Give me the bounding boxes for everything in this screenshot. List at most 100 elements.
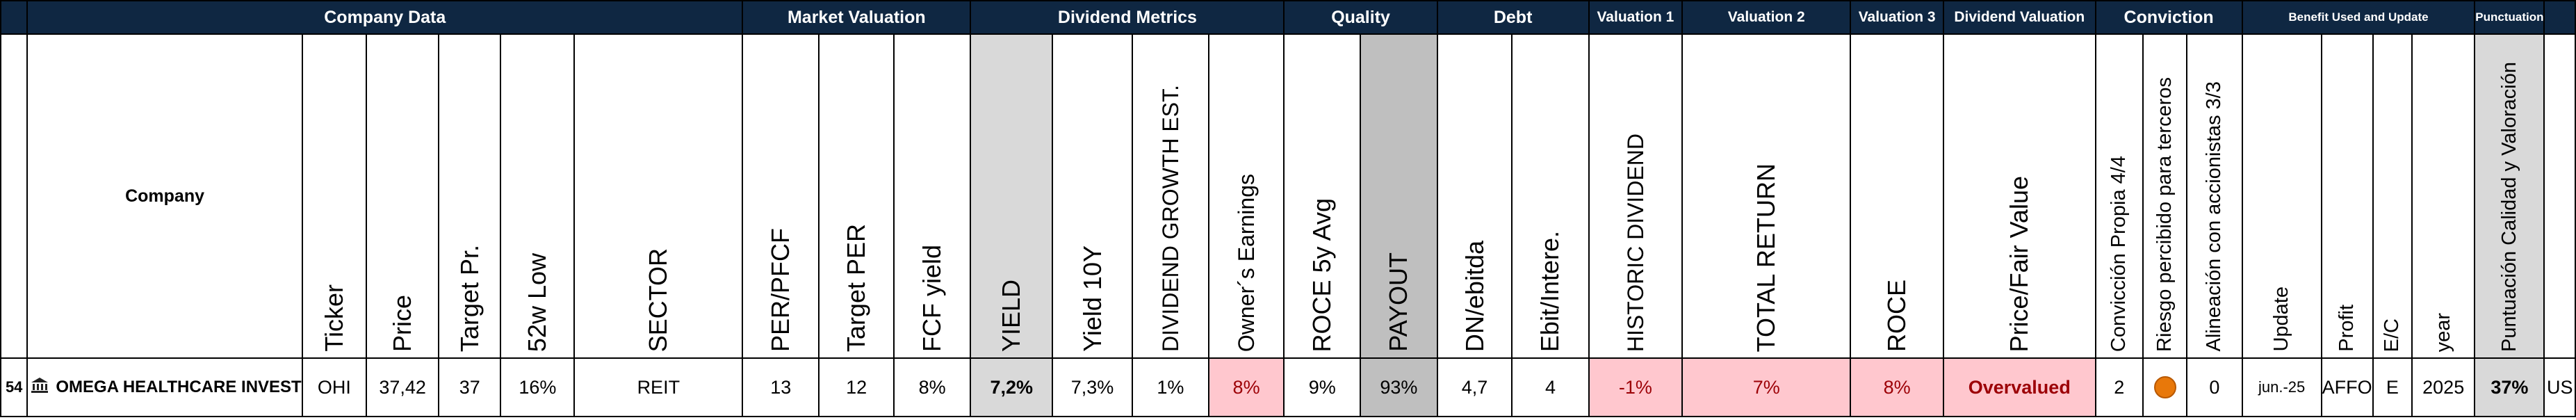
table-row[interactable]: 54 OMEGA HEALTHCARE INVEST OHI 37,42 37 … [0, 357, 2576, 417]
total-return-cell[interactable]: 7% [1681, 357, 1852, 417]
header-per-pfcf: PER/PFCF [742, 33, 820, 359]
company-cell[interactable]: OMEGA HEALTHCARE INVEST [26, 357, 303, 417]
ebit-intere-cell[interactable]: 4 [1511, 357, 1590, 417]
sector-cell[interactable]: REIT [573, 357, 744, 417]
historic-dividend-cell[interactable]: -1% [1588, 357, 1684, 417]
header-dividend-growth-label: DIVIDEND GROWTH EST. [1157, 84, 1183, 352]
header-52w-low-label: 52w Low [523, 252, 552, 352]
header-fcf-yield-label: FCF yield [918, 244, 947, 352]
puntuacion-cell[interactable]: 37% [2474, 357, 2545, 417]
fcf-yield-cell[interactable]: 8% [892, 357, 972, 417]
yield-10y-cell[interactable]: 7,3% [1052, 357, 1134, 417]
group-header-row: Company Data Market Valuation Dividend M… [0, 0, 2576, 35]
alineacion-cell[interactable]: 0 [2186, 357, 2243, 417]
row-index: 54 [0, 357, 28, 417]
header-roce-5y-label: ROCE 5y Avg [1307, 197, 1337, 352]
group-benefit-used-update: Benefit Used and Update [2241, 0, 2476, 35]
group-debt: Debt [1436, 0, 1590, 35]
header-sector: SECTOR [573, 33, 744, 359]
header-riesgo: Riesgo percibido para terceros [2142, 33, 2188, 359]
yield-cell[interactable]: 7,2% [970, 357, 1054, 417]
header-roce-label: ROCE [1882, 279, 1911, 352]
riesgo-cell[interactable] [2142, 357, 2188, 417]
target-price-cell[interactable]: 37 [438, 357, 502, 417]
group-blank-country [2543, 0, 2576, 35]
header-dn-ebitda-label: DN/ebitda [1460, 240, 1489, 352]
ticker-cell[interactable]: OHI [301, 357, 367, 417]
year-cell[interactable]: 2025 [2411, 357, 2476, 417]
header-company: Company [26, 33, 303, 359]
header-year: year [2411, 33, 2476, 359]
header-historic-dividend-label: HISTORIC DIVIDEND [1622, 133, 1648, 352]
header-year-label: year [2431, 312, 2454, 352]
header-yield-10y-label: Yield 10Y [1077, 245, 1107, 352]
country-cell[interactable]: US [2543, 357, 2576, 417]
header-puntuacion-label: Puntuación Calidad y Valoración [2497, 61, 2520, 352]
header-alineacion: Alineación con accionistas 3/3 [2186, 33, 2243, 359]
header-yield: YIELD [970, 33, 1054, 359]
group-market-valuation: Market Valuation [742, 0, 972, 35]
header-payout-label: PAYOUT [1384, 252, 1413, 352]
header-total-return-label: TOTAL RETURN [1752, 163, 1781, 352]
column-header-row: Company Ticker Price Target Pr. 52w Low … [0, 33, 2576, 359]
header-yield-label: YIELD [997, 279, 1026, 352]
header-target-per: Target PER [818, 33, 895, 359]
dn-ebitda-cell[interactable]: 4,7 [1436, 357, 1513, 417]
per-pfcf-cell[interactable]: 13 [742, 357, 820, 417]
profit-cell[interactable]: AFFO [2320, 357, 2374, 417]
ec-cell[interactable]: E [2372, 357, 2413, 417]
price-cell[interactable]: 37,42 [365, 357, 440, 417]
header-owners-earnings-label: Owner´s Earnings [1234, 173, 1260, 352]
header-historic-dividend: HISTORIC DIVIDEND [1588, 33, 1684, 359]
header-index [0, 33, 28, 359]
header-per-pfcf-label: PER/PFCF [766, 227, 795, 352]
header-price-fair-value-label: Price/Fair Value [2005, 175, 2034, 352]
header-profit-label: Profit [2335, 305, 2358, 352]
header-country [2543, 33, 2576, 359]
52w-low-cell[interactable]: 16% [500, 357, 576, 417]
header-ticker-label: Ticker [319, 284, 348, 352]
header-yield-10y: Yield 10Y [1052, 33, 1134, 359]
header-profit: Profit [2320, 33, 2374, 359]
group-valuation-3: Valuation 3 [1850, 0, 1945, 35]
header-update: Update [2241, 33, 2322, 359]
company-name: OMEGA HEALTHCARE INVEST [56, 377, 302, 396]
header-target-price: Target Pr. [438, 33, 502, 359]
group-valuation-1: Valuation 1 [1588, 0, 1684, 35]
header-sector-label: SECTOR [644, 248, 673, 352]
header-riesgo-label: Riesgo percibido para terceros [2153, 77, 2176, 352]
roce-cell[interactable]: 8% [1850, 357, 1945, 417]
bank-icon [31, 377, 49, 398]
payout-cell[interactable]: 93% [1360, 357, 1438, 417]
header-ticker: Ticker [301, 33, 367, 359]
target-per-cell[interactable]: 12 [818, 357, 895, 417]
header-price-label: Price [388, 294, 417, 352]
dividend-growth-cell[interactable]: 1% [1132, 357, 1209, 417]
header-52w-low: 52w Low [500, 33, 576, 359]
price-fair-value-cell[interactable]: Overvalued [1943, 357, 2096, 417]
header-ebit-intere: Ebit/Intere. [1511, 33, 1590, 359]
header-roce-5y: ROCE 5y Avg [1283, 33, 1362, 359]
header-alineacion-label: Alineación con accionistas 3/3 [2203, 81, 2226, 352]
header-fcf-yield: FCF yield [892, 33, 972, 359]
header-price-fair-value: Price/Fair Value [1943, 33, 2096, 359]
header-dividend-growth: DIVIDEND GROWTH EST. [1132, 33, 1209, 359]
update-cell[interactable]: jun.-25 [2241, 357, 2322, 417]
owners-earnings-cell[interactable]: 8% [1207, 357, 1285, 417]
conviccion-propia-cell[interactable]: 2 [2094, 357, 2144, 417]
header-conviccion-propia-label: Convicción Propia 4/4 [2108, 155, 2130, 352]
group-punctuation: Punctuation [2474, 0, 2545, 35]
group-dividend-valuation: Dividend Valuation [1943, 0, 2096, 35]
header-ebit-intere-label: Ebit/Intere. [1535, 230, 1565, 352]
group-quality: Quality [1283, 0, 1438, 35]
header-owners-earnings: Owner´s Earnings [1207, 33, 1285, 359]
header-conviccion-propia: Convicción Propia 4/4 [2094, 33, 2144, 359]
header-puntuacion: Puntuación Calidad y Valoración [2474, 33, 2545, 359]
header-target-per-label: Target PER [842, 223, 871, 352]
header-ec: E/C [2372, 33, 2413, 359]
group-conviction: Conviction [2094, 0, 2243, 35]
roce-5y-cell[interactable]: 9% [1283, 357, 1362, 417]
header-update-label: Update [2270, 286, 2293, 352]
